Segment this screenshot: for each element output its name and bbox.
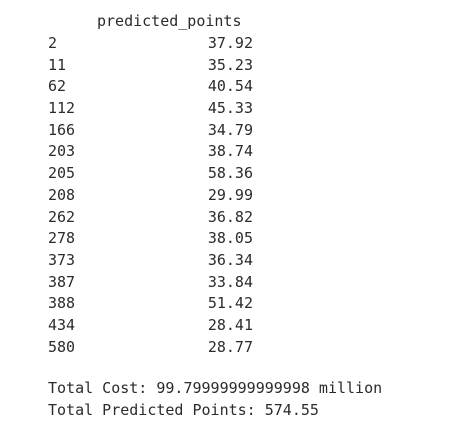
row-index: 388: [48, 294, 76, 313]
row-index: 112: [48, 99, 76, 118]
table-row: 373 36.34: [48, 250, 253, 272]
predicted-points-value: 28.41: [207, 315, 253, 334]
summary-block: Total Cost: 99.79999999999998 million To…: [48, 377, 458, 421]
predicted-points-value: 58.36: [207, 164, 253, 183]
total-predicted-points-text: Total Predicted Points: 574.55: [48, 401, 319, 419]
table-row: 2 37.92: [48, 33, 253, 55]
table-row: 387 33.84: [48, 272, 253, 294]
predicted-points-value: 36.82: [207, 207, 253, 226]
row-index: 11: [48, 55, 67, 74]
predicted-points-value: 38.74: [207, 142, 253, 161]
row-index: 2: [48, 34, 58, 52]
predicted-points-value: 45.33: [207, 99, 253, 118]
table-row: 203 38.74: [48, 141, 253, 163]
row-index: 387: [48, 272, 76, 291]
row-index: 62: [48, 77, 67, 96]
table-row: 205 58.36: [48, 163, 253, 185]
table-row: 278 38.05: [48, 228, 253, 250]
row-index: 278: [48, 229, 76, 248]
table-row: 434 28.41: [48, 315, 253, 337]
row-index: 434: [48, 315, 76, 334]
row-index: 208: [48, 185, 76, 204]
total-cost-text: Total Cost: 99.79999999999998 million: [48, 379, 383, 397]
table-row: 62 40.54: [48, 76, 253, 98]
row-index: 580: [48, 337, 76, 356]
predicted-points-value: 51.42: [207, 294, 253, 313]
row-index: 203: [48, 142, 76, 161]
row-index: 166: [48, 120, 76, 139]
predicted-points-value: 36.34: [207, 250, 253, 269]
table-row: 388 51.42: [48, 293, 253, 315]
row-index: 262: [48, 207, 76, 226]
row-index: 373: [48, 250, 76, 269]
predicted-points-value: 37.92: [207, 34, 253, 52]
table-row: 208 29.99: [48, 185, 253, 207]
table-row: 11 35.23: [48, 55, 253, 77]
row-index: 205: [48, 164, 76, 183]
predicted-points-value: 28.77: [207, 337, 253, 356]
predicted-points-value: 38.05: [207, 229, 253, 248]
predicted-points-value: 29.99: [207, 185, 253, 204]
column-header-predicted-points: predicted_points: [97, 12, 242, 30]
table-row: 580 28.77: [48, 337, 253, 359]
predicted-points-value: 40.54: [207, 77, 253, 96]
table-row: 166 34.79: [48, 120, 253, 142]
predicted-points-value: 35.23: [207, 55, 253, 74]
predicted-points-value: 34.79: [207, 120, 253, 139]
dataframe-rows: 2 37.92 11 35.23 62 40.54 112 45.33 166 …: [48, 33, 253, 358]
table-row: 262 36.82: [48, 207, 253, 229]
predicted-points-value: 33.84: [207, 272, 253, 291]
table-row: 112 45.33: [48, 98, 253, 120]
